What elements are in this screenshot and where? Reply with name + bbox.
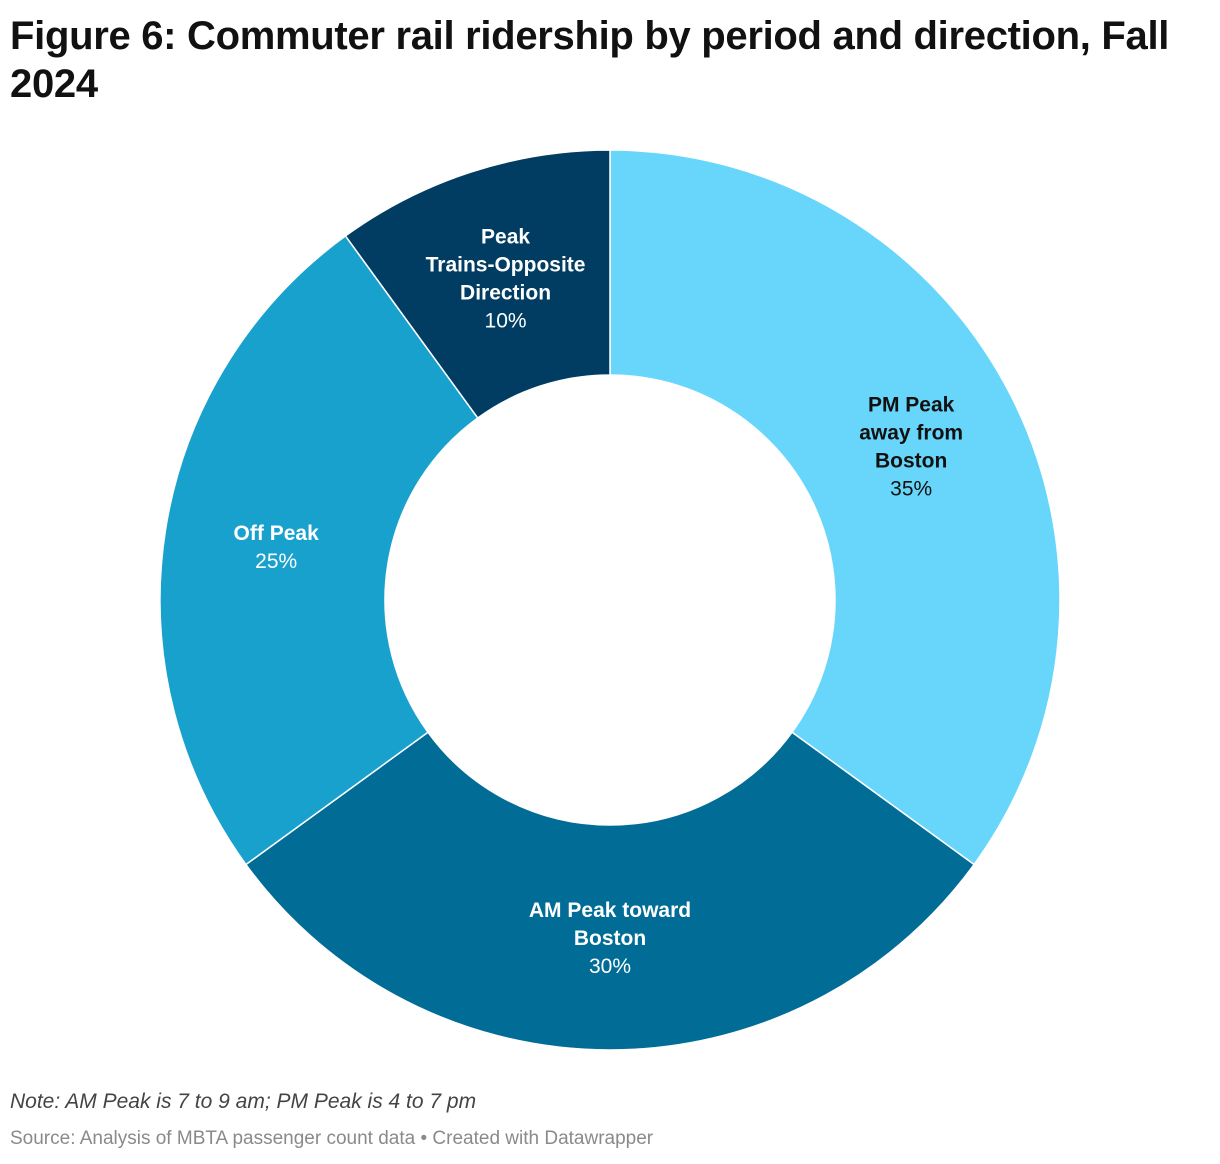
slice-pm-peak-away-from-boston[interactable] xyxy=(609,149,1061,866)
slice-label-line: AM Peak toward xyxy=(529,899,691,922)
slice-value-label: 10% xyxy=(485,310,527,333)
slice-label-line: Off Peak xyxy=(234,522,320,545)
slice-label-pm-peak-away-from-boston: PM Peak away from Boston 35% xyxy=(859,394,963,501)
chart-title: Figure 6: Commuter rail ridership by per… xyxy=(10,14,1170,106)
slice-label-peak-trains-opposite-direction: Peak Trains-Opposite Direction 10% xyxy=(426,226,586,333)
slice-label-line: away from xyxy=(859,422,963,445)
slice-off-peak[interactable] xyxy=(159,234,479,866)
chart-source: Source: Analysis of MBTA passenger count… xyxy=(10,1128,654,1149)
slice-label-line: Boston xyxy=(875,450,947,473)
slice-labels: PM Peak away from Boston 35% AM Peak toward B… xyxy=(234,226,964,978)
slice-value-label: 25% xyxy=(255,550,297,573)
slice-value-label: 30% xyxy=(589,955,631,978)
donut-slices xyxy=(159,149,1061,1051)
slice-label-line: Peak xyxy=(481,226,530,249)
slice-label-line: PM Peak xyxy=(868,394,955,417)
slice-label-line: Direction xyxy=(460,282,551,305)
slice-label-off-peak: Off Peak 25% xyxy=(234,522,320,573)
slice-label-line: Boston xyxy=(574,927,646,950)
slice-am-peak-toward-boston[interactable] xyxy=(244,731,976,1051)
slice-label-line: Trains-Opposite xyxy=(426,254,586,277)
slice-peak-trains-opposite-direction[interactable] xyxy=(344,149,611,420)
chart-note: Note: AM Peak is 7 to 9 am; PM Peak is 4… xyxy=(10,1090,477,1113)
slice-label-am-peak-toward-boston: AM Peak toward Boston 30% xyxy=(529,899,691,978)
slice-value-label: 35% xyxy=(890,478,932,501)
